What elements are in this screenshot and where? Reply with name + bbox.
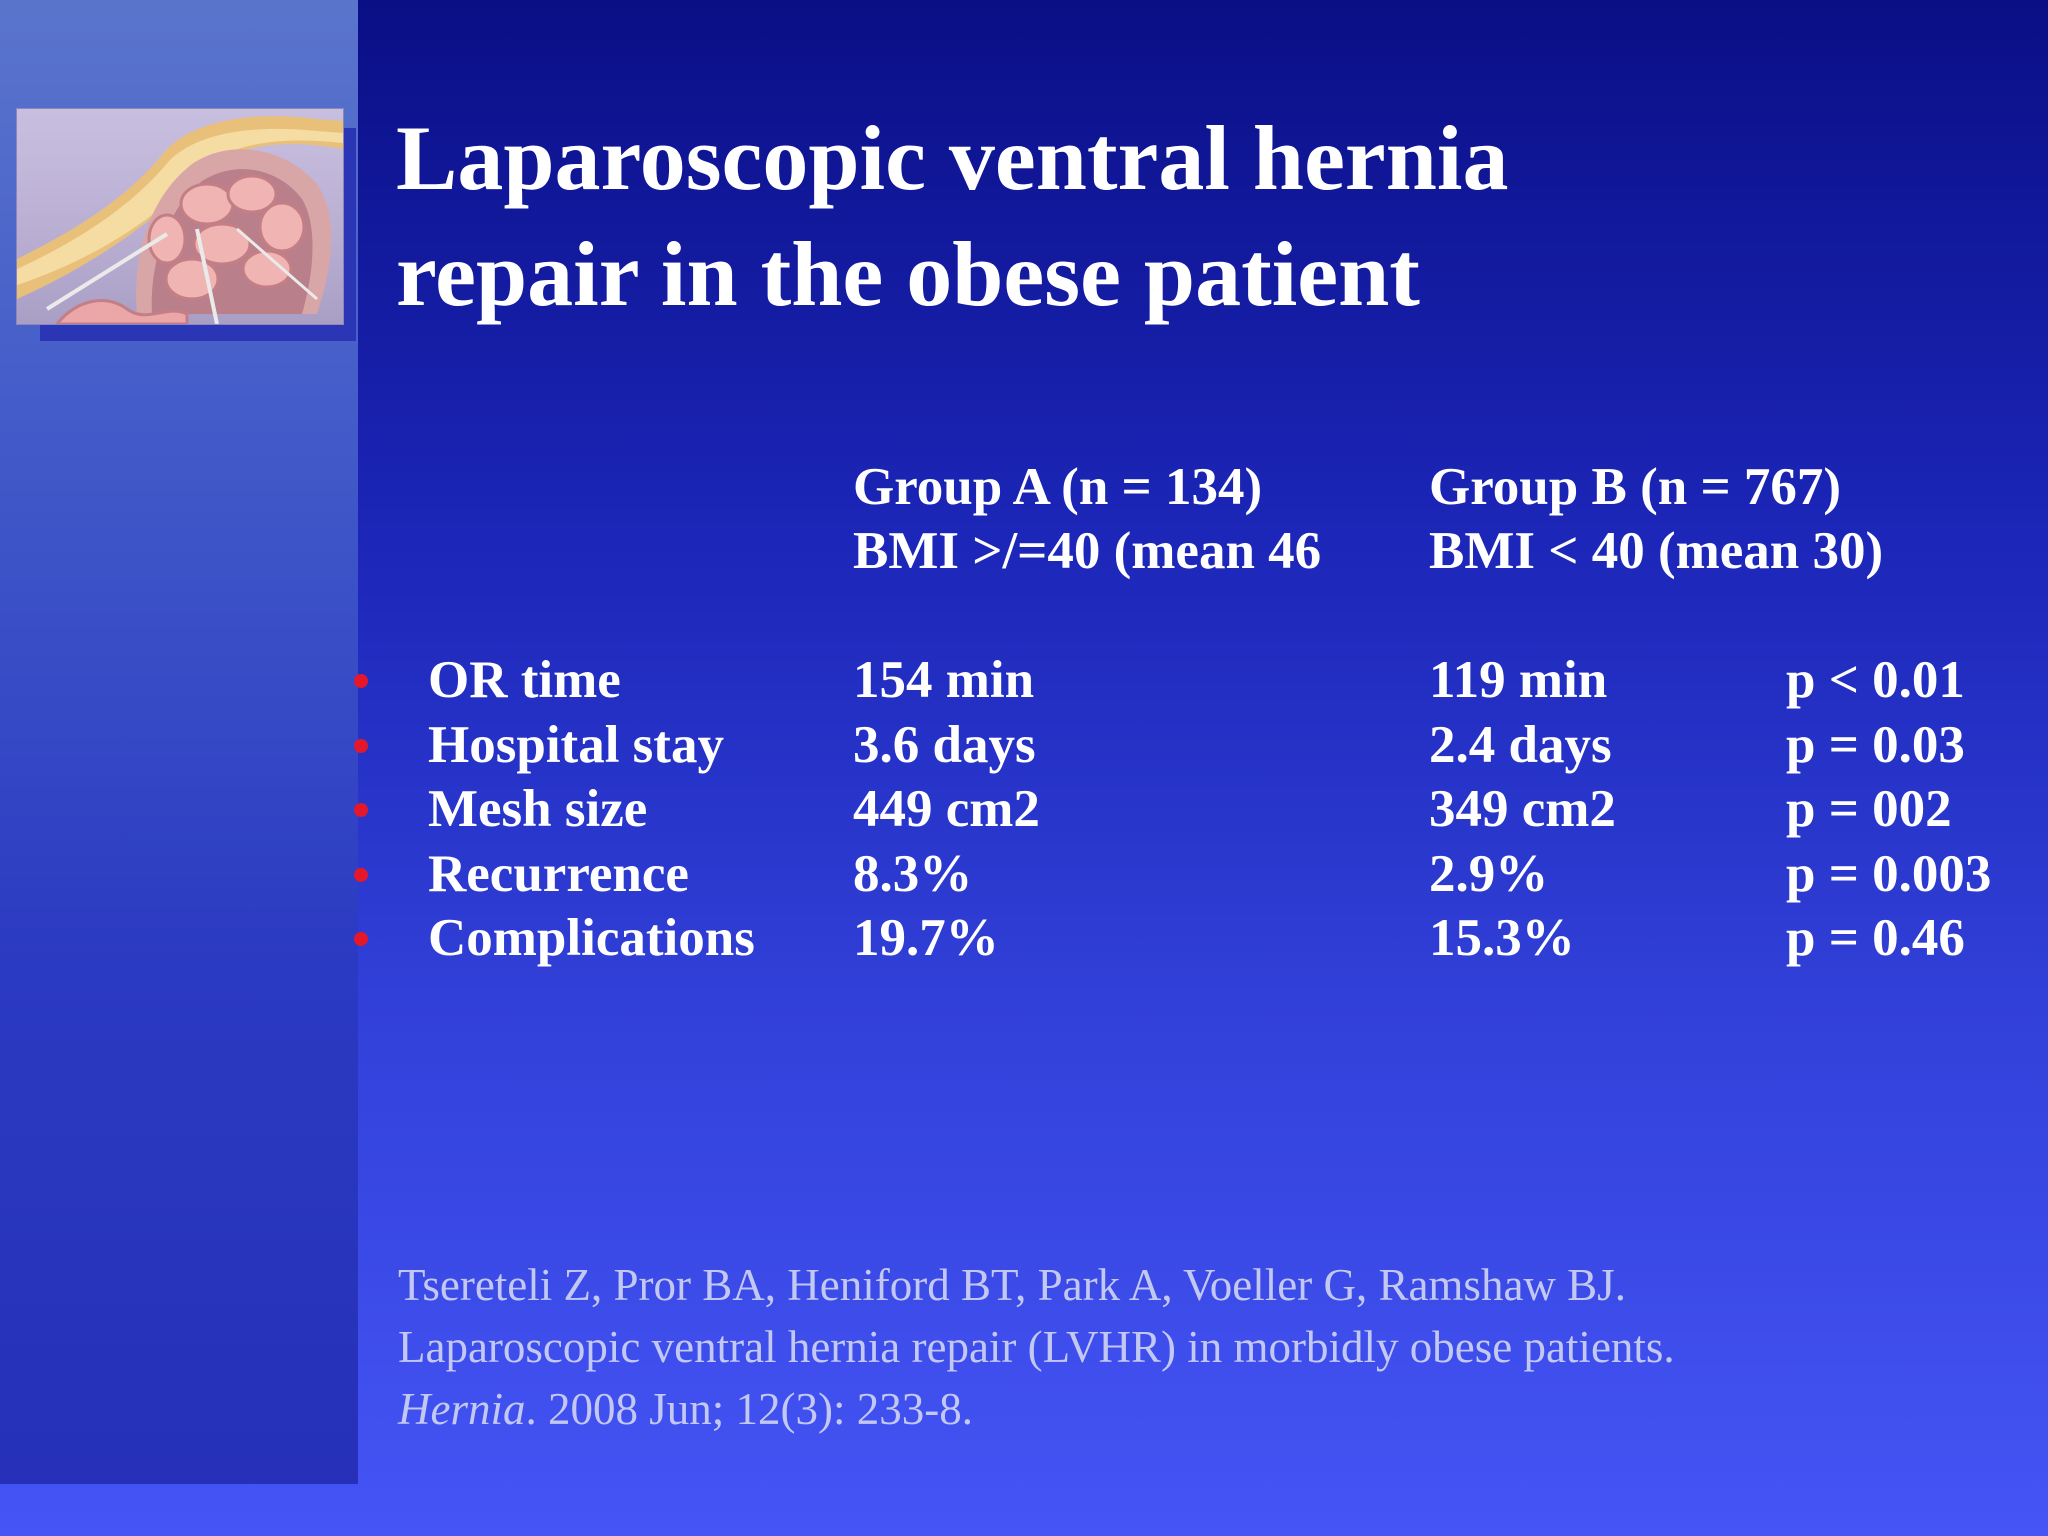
group-b-value: 2.4 days: [1429, 716, 1612, 774]
row-label: Complications: [428, 909, 755, 967]
p-value: p = 0.03: [1786, 716, 1965, 774]
group-b-subheader: BMI < 40 (mean 30): [1429, 522, 1884, 580]
group-a-value: 19.7%: [853, 909, 999, 967]
p-value: p = 002: [1786, 780, 1952, 838]
group-a-value: 154 min: [853, 651, 1035, 709]
group-b-value: 349 cm2: [1429, 780, 1616, 838]
bullet-icon: [354, 739, 368, 753]
group-a-header: Group A (n = 134): [853, 458, 1263, 516]
group-a-value: 3.6 days: [853, 716, 1036, 774]
row-label: Hospital stay: [428, 716, 724, 774]
group-b-value: 15.3%: [1429, 909, 1575, 967]
bullet-icon: [354, 674, 368, 688]
row-label: OR time: [428, 651, 621, 709]
citation-journal: Hernia: [398, 1384, 526, 1434]
bullet-icon: [354, 803, 368, 817]
bullet-icon: [354, 932, 368, 946]
citation-title: Laparoscopic ventral hernia repair (LVHR…: [398, 1322, 1675, 1372]
group-a-value: 449 cm2: [853, 780, 1040, 838]
row-label: Mesh size: [428, 780, 648, 838]
group-a-value: 8.3%: [853, 845, 973, 903]
group-b-value: 119 min: [1429, 651, 1608, 709]
hernia-illustration-icon: [16, 108, 344, 325]
bullet-icon: [354, 868, 368, 882]
group-a-subheader: BMI >/=40 (mean 46: [853, 522, 1322, 580]
citation-source: Hernia. 2008 Jun; 12(3): 233-8.: [398, 1378, 1675, 1440]
slide-title: Laparoscopic ventral hernia repair in th…: [396, 100, 1509, 332]
citation-details: . 2008 Jun; 12(3): 233-8.: [525, 1384, 973, 1434]
p-value: p < 0.01: [1786, 651, 1965, 709]
citation-authors: Tsereteli Z, Pror BA, Heniford BT, Park …: [398, 1260, 1626, 1310]
p-value: p = 0.003: [1786, 845, 1992, 903]
p-value: p = 0.46: [1786, 909, 1965, 967]
citation: Tsereteli Z, Pror BA, Heniford BT, Park …: [398, 1254, 1675, 1440]
slide-title-line-1: Laparoscopic ventral hernia: [396, 107, 1509, 209]
slide-title-line-2: repair in the obese patient: [396, 223, 1420, 325]
row-label: Recurrence: [428, 845, 689, 903]
group-b-header: Group B (n = 767): [1429, 458, 1842, 516]
group-b-value: 2.9%: [1429, 845, 1549, 903]
